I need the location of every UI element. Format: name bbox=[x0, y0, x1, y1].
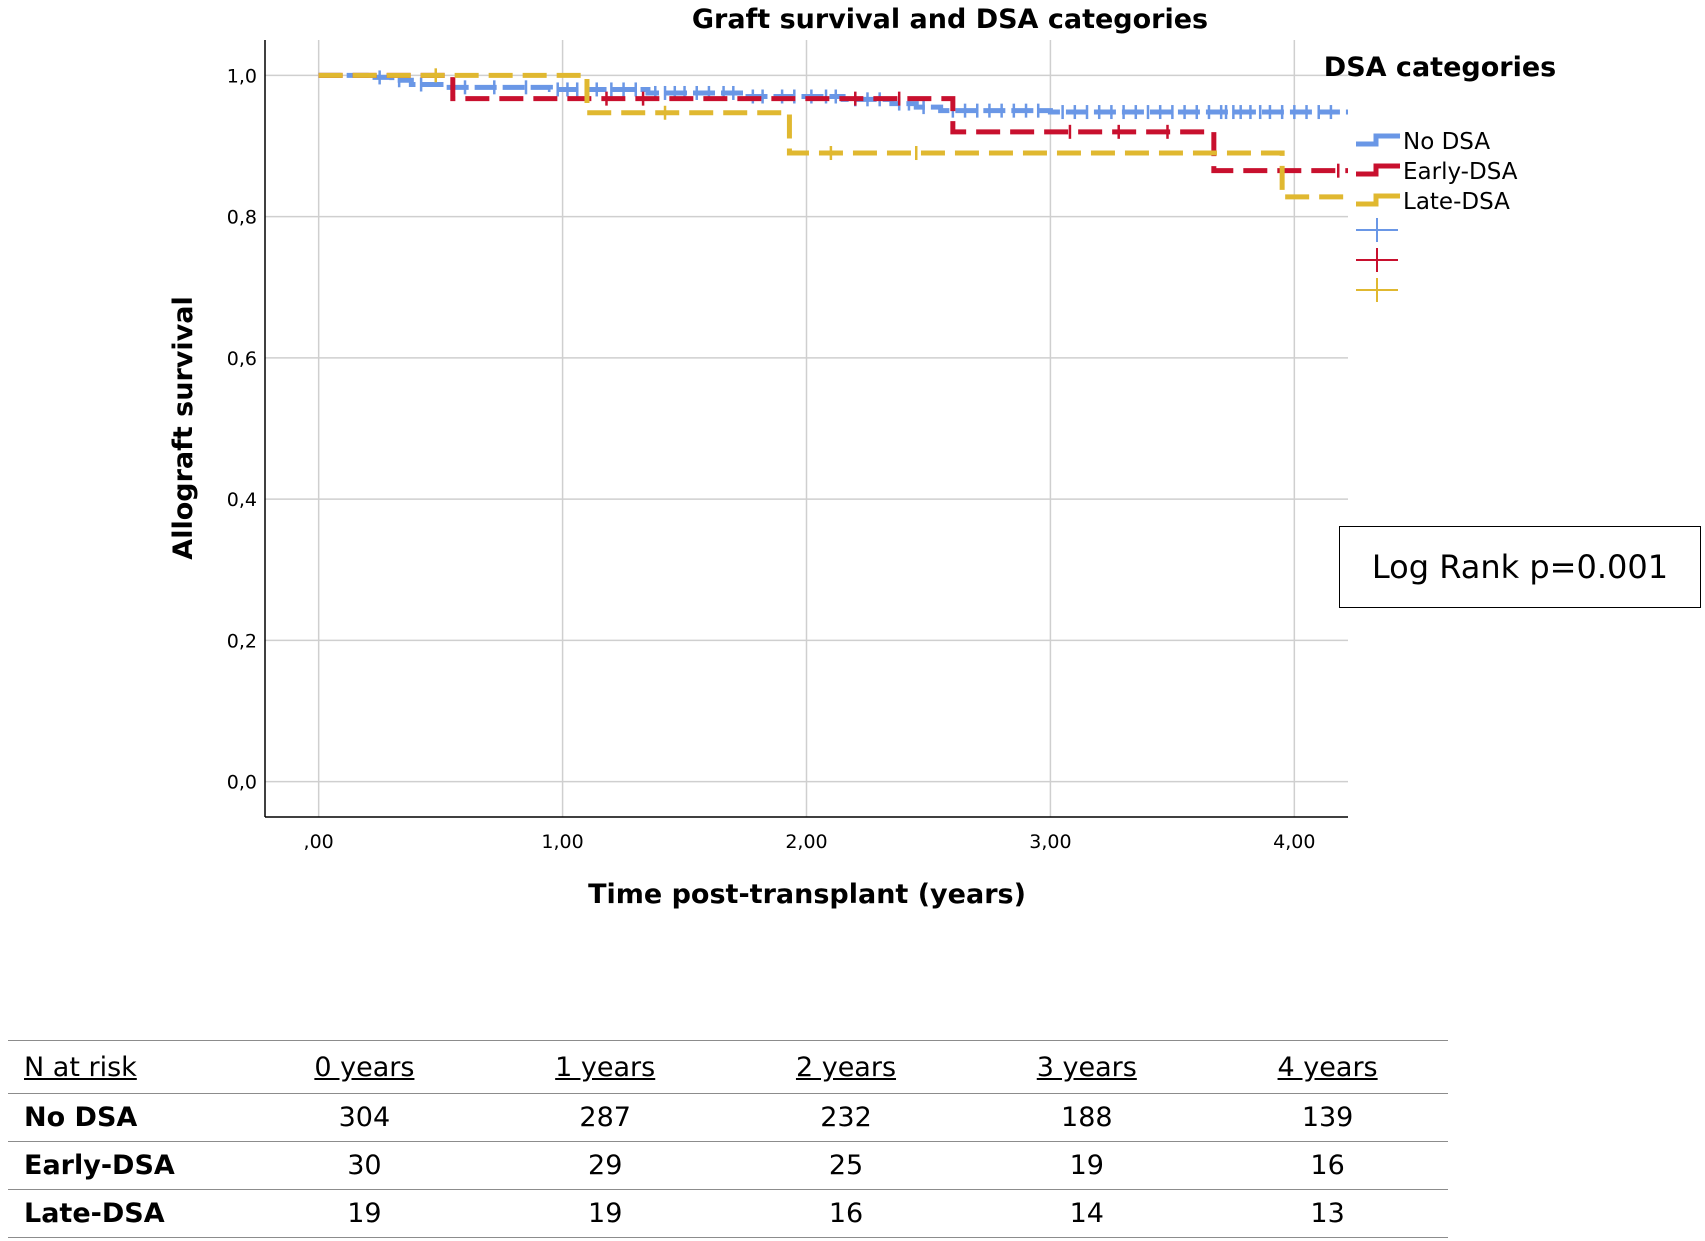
risk-header-cell: 1 years bbox=[484, 1040, 726, 1094]
x-tick-label: 2,00 bbox=[785, 831, 827, 853]
y-tick-label: 0,2 bbox=[227, 630, 257, 652]
risk-cell: 19 bbox=[966, 1141, 1208, 1190]
y-tick-labels: 0,0 0,2 0,4 0,6 0,8 1,0 bbox=[227, 65, 257, 793]
y-tick-label: 0,0 bbox=[227, 772, 257, 794]
risk-table-header: N at risk 0 years 1 years 2 years 3 years 4 y… bbox=[8, 1040, 1448, 1094]
risk-cell: 188 bbox=[966, 1093, 1208, 1142]
risk-table-row: Late-DSA 19 19 16 14 13 bbox=[8, 1189, 1448, 1238]
risk-cell: 232 bbox=[725, 1093, 967, 1142]
log-rank-text: Log Rank p=0.001 bbox=[1371, 548, 1669, 586]
series-line-1 bbox=[318, 72, 1348, 174]
legend-swatch-1 bbox=[1356, 163, 1400, 177]
risk-header-cell: 3 years bbox=[966, 1040, 1208, 1094]
risk-cell: 30 bbox=[244, 1141, 485, 1190]
risk-cell: 19 bbox=[484, 1189, 726, 1238]
legend-items: No DSA Early-DSA Late-DSA bbox=[1356, 129, 1518, 302]
legend-swatch-2 bbox=[1356, 193, 1400, 207]
risk-cell: 287 bbox=[484, 1093, 726, 1142]
legend: DSA categories No DSA Early-DSA Late-DSA bbox=[1324, 52, 1556, 302]
risk-cell: 14 bbox=[966, 1189, 1208, 1238]
risk-cell: 16 bbox=[1207, 1141, 1448, 1190]
risk-header-cell: 4 years bbox=[1207, 1040, 1448, 1094]
risk-table-row: Early-DSA 30 29 25 19 16 bbox=[8, 1141, 1448, 1190]
legend-title: DSA categories bbox=[1324, 52, 1556, 83]
risk-table: N at risk 0 years 1 years 2 years 3 years 4 y… bbox=[8, 1040, 1448, 1238]
risk-cell: 19 bbox=[244, 1189, 485, 1238]
risk-header-text: 3 years bbox=[1036, 1051, 1137, 1083]
risk-header-cell: 0 years bbox=[244, 1040, 485, 1094]
legend-label-0: No DSA bbox=[1403, 129, 1490, 155]
y-tick-label: 1,0 bbox=[227, 65, 257, 87]
x-tick-label: 4,00 bbox=[1273, 831, 1315, 853]
x-axis-label: Time post-transplant (years) bbox=[588, 879, 1026, 910]
risk-cell: 13 bbox=[1207, 1189, 1448, 1238]
risk-row-label: Early-DSA bbox=[8, 1141, 244, 1190]
risk-header-text: 4 years bbox=[1277, 1051, 1378, 1083]
risk-row-label: Late-DSA bbox=[8, 1189, 244, 1238]
risk-table-row: No DSA 304 287 232 188 139 bbox=[8, 1093, 1448, 1142]
risk-cell: 25 bbox=[725, 1141, 967, 1190]
series-line-2 bbox=[318, 72, 1348, 200]
risk-cell: 16 bbox=[725, 1189, 967, 1238]
risk-cell: 304 bbox=[244, 1093, 485, 1142]
risk-header-cell: N at risk bbox=[8, 1040, 244, 1094]
risk-table-body: No DSA 304 287 232 188 139 Early-DSA 30 29 25 19 16… bbox=[8, 1093, 1448, 1238]
legend-swatch-0 bbox=[1356, 133, 1400, 147]
y-tick-label: 0,6 bbox=[227, 348, 257, 370]
log-rank-annotation: Log Rank p=0.001 bbox=[1339, 526, 1701, 608]
legend-label-1: Early-DSA bbox=[1403, 159, 1518, 185]
risk-header-text: 0 years bbox=[314, 1051, 415, 1083]
risk-row-label: No DSA bbox=[8, 1093, 244, 1142]
risk-header-text: 2 years bbox=[795, 1051, 897, 1083]
legend-label-2: Late-DSA bbox=[1403, 189, 1510, 215]
grid bbox=[265, 40, 1348, 817]
x-tick-label: 1,00 bbox=[541, 831, 583, 853]
series-group bbox=[318, 68, 1348, 200]
x-tick-label: 3,00 bbox=[1029, 831, 1071, 853]
x-tick-label: ,00 bbox=[304, 831, 334, 853]
risk-header-text: 1 years bbox=[555, 1051, 656, 1083]
chart-title: Graft survival and DSA categories bbox=[692, 4, 1208, 35]
risk-header-cell: 2 years bbox=[725, 1040, 967, 1094]
series-line-0 bbox=[318, 72, 1348, 115]
risk-header-text: N at risk bbox=[24, 1051, 137, 1083]
y-tick-label: 0,4 bbox=[227, 489, 257, 511]
risk-cell: 29 bbox=[484, 1141, 726, 1190]
y-axis-label: Allograft survival bbox=[168, 296, 199, 559]
risk-cell: 139 bbox=[1207, 1093, 1448, 1142]
y-tick-label: 0,8 bbox=[227, 207, 257, 229]
x-tick-labels: ,00 1,00 2,00 3,00 4,00 bbox=[304, 831, 1316, 853]
survival-chart: Graft survival and DSA categories 0,0 0,2… bbox=[168, 4, 1556, 910]
